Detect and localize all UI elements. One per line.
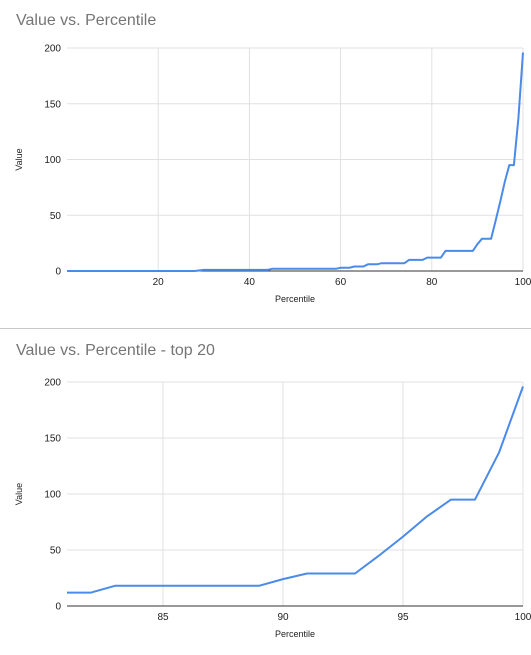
x-tick-label: 80 xyxy=(426,277,438,288)
chart-title: Value vs. Percentile xyxy=(16,12,157,29)
chart-plot: 0 50 100 150 200 85 90 95 100 Percentile Value xyxy=(14,378,531,640)
x-tick-label: 100 xyxy=(515,277,531,288)
x-axis-title: Percentile xyxy=(275,294,315,304)
y-axis-title: Value xyxy=(14,148,24,170)
series-line xyxy=(67,52,524,272)
y-tick-label: 0 xyxy=(55,267,61,278)
y-tick-label: 0 xyxy=(55,602,61,613)
x-axis-title: Percentile xyxy=(275,629,315,639)
y-tick-label: 50 xyxy=(50,211,62,222)
y-tick-label: 150 xyxy=(44,99,61,110)
x-tick-label: 85 xyxy=(157,612,169,623)
x-tick-label: 100 xyxy=(515,612,531,623)
panel-divider xyxy=(0,328,531,329)
chart-plot: 0 50 100 150 200 20 40 60 80 100 Percentile Value xyxy=(14,44,531,305)
chart-panel-all: Value vs. Percentile 0 50 100 150 200 20 40 60 8… xyxy=(14,12,531,305)
x-tick-label: 40 xyxy=(244,277,256,288)
chart-title: Value vs. Percentile - top 20 xyxy=(16,342,215,359)
y-tick-label: 100 xyxy=(44,490,61,501)
x-tick-label: 60 xyxy=(335,277,347,288)
y-axis-title: Value xyxy=(14,483,24,505)
y-tick-label: 50 xyxy=(50,546,62,557)
series-line xyxy=(67,386,524,594)
y-tick-label: 200 xyxy=(44,378,61,389)
x-tick-label: 95 xyxy=(397,612,409,623)
chart-panel-top20: Value vs. Percentile - top 20 0 50 100 150 2… xyxy=(0,330,531,655)
y-tick-label: 200 xyxy=(44,44,61,55)
x-tick-label: 20 xyxy=(153,277,165,288)
y-tick-label: 150 xyxy=(44,434,61,445)
x-tick-label: 90 xyxy=(277,612,289,623)
y-tick-label: 100 xyxy=(44,155,61,166)
